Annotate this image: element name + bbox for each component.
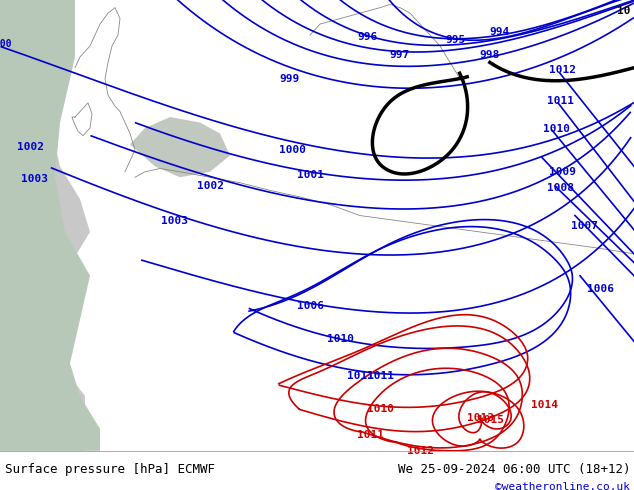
Text: 998: 998 — [480, 49, 500, 60]
Text: 1000: 1000 — [0, 39, 12, 49]
Text: 1009: 1009 — [548, 167, 576, 177]
Text: 995: 995 — [445, 35, 465, 46]
Text: 999: 999 — [280, 74, 300, 84]
Text: We 25-09-2024 06:00 UTC (18+12): We 25-09-2024 06:00 UTC (18+12) — [398, 463, 630, 476]
Text: 1013: 1013 — [467, 413, 493, 423]
Text: 1012: 1012 — [406, 446, 434, 456]
Text: 1010: 1010 — [327, 334, 354, 344]
Text: 1011: 1011 — [366, 371, 394, 381]
Text: 10: 10 — [617, 6, 630, 16]
Text: Surface pressure [hPa] ECMWF: Surface pressure [hPa] ECMWF — [5, 463, 215, 476]
Text: 1010: 1010 — [366, 404, 394, 414]
Text: 1003: 1003 — [162, 216, 188, 226]
Text: 1011: 1011 — [356, 431, 384, 441]
Text: 1011: 1011 — [347, 371, 373, 381]
Text: 1006: 1006 — [297, 301, 323, 311]
Text: 1001: 1001 — [297, 170, 323, 180]
Polygon shape — [130, 117, 230, 177]
Text: 1002: 1002 — [197, 181, 224, 191]
Text: 1012: 1012 — [548, 65, 576, 75]
Text: 1011: 1011 — [547, 96, 574, 106]
Polygon shape — [0, 0, 100, 451]
Text: 1002: 1002 — [16, 142, 44, 151]
Text: 1008: 1008 — [547, 183, 574, 193]
Text: 994: 994 — [490, 27, 510, 37]
Text: 996: 996 — [358, 32, 378, 42]
Text: 1000: 1000 — [278, 145, 306, 155]
Polygon shape — [0, 0, 90, 451]
Text: 1007: 1007 — [571, 221, 598, 231]
Text: ©weatheronline.co.uk: ©weatheronline.co.uk — [495, 482, 630, 490]
Text: 997: 997 — [390, 49, 410, 60]
Text: 1015: 1015 — [477, 415, 503, 425]
Text: 1006: 1006 — [586, 284, 614, 294]
Text: 1003: 1003 — [22, 174, 48, 184]
Text: 1010: 1010 — [543, 124, 569, 134]
Text: 1014: 1014 — [531, 400, 559, 410]
